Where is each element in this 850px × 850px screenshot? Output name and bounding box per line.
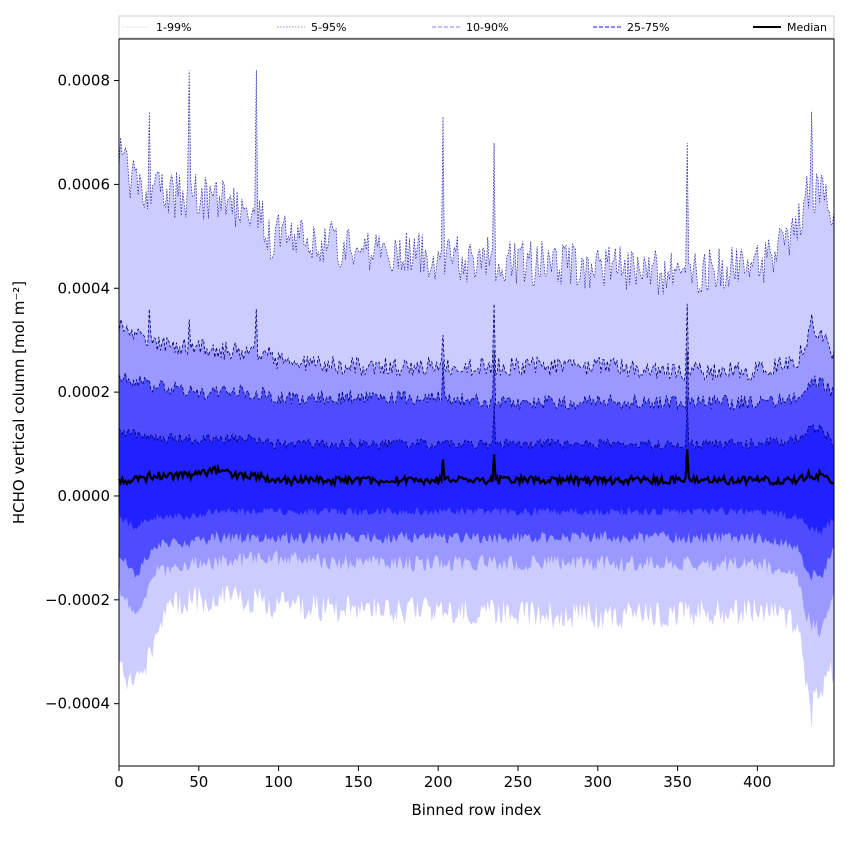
x-tick-label: 50 <box>189 773 208 791</box>
y-tick-label: 0.0004 <box>58 279 111 297</box>
line-p90 <box>118 350 835 412</box>
legend-label: 1-99% <box>156 21 191 34</box>
y-tick-label: −0.0002 <box>45 591 110 609</box>
x-axis-label: Binned row index <box>411 801 541 819</box>
percentile-lines <box>117 70 835 489</box>
legend: 1-99% 5-95% 10-90% 25-75% Median <box>118 15 835 39</box>
x-tick-label: 300 <box>583 773 612 791</box>
line-p95 <box>118 303 835 382</box>
line-median <box>117 449 835 489</box>
x-tick-label: 100 <box>264 773 293 791</box>
x-tick-label: 150 <box>344 773 373 791</box>
legend-entry: 5-95% <box>277 21 346 34</box>
legend-label: 25-75% <box>627 21 669 34</box>
y-tick-label: 0.0008 <box>58 72 111 90</box>
x-tick-label: 200 <box>424 773 453 791</box>
legend-label: 10-90% <box>466 21 508 34</box>
percentile-bands <box>119 70 834 730</box>
x-axis-ticks: 0 50 100 150 200 250 300 350 400 <box>114 766 772 791</box>
x-tick-label: 0 <box>114 773 124 791</box>
legend-entry: 1-99% <box>122 21 191 34</box>
legend-entry: Median <box>753 21 827 34</box>
x-tick-label: 400 <box>743 773 772 791</box>
y-axis-ticks: −0.0004 −0.0002 0.0000 0.0002 0.0004 0.0006 0.… <box>45 72 119 713</box>
y-tick-label: 0.0002 <box>58 383 111 401</box>
y-axis-label: HCHO vertical column [mol m⁻²] <box>10 281 28 524</box>
x-tick-label: 350 <box>663 773 692 791</box>
y-tick-label: 0.0000 <box>58 487 111 505</box>
legend-entry: 10-90% <box>432 21 508 34</box>
legend-label: 5-95% <box>311 21 346 34</box>
legend-label: Median <box>787 21 827 34</box>
line-p99 <box>118 70 835 295</box>
legend-box <box>118 15 835 39</box>
plot-frame <box>118 38 835 767</box>
x-tick-label: 250 <box>504 773 533 791</box>
band-25-75 <box>119 397 834 536</box>
y-tick-label: −0.0004 <box>45 695 110 713</box>
legend-entry: 25-75% <box>593 21 669 34</box>
line-p75 <box>118 397 835 451</box>
y-tick-label: 0.0006 <box>58 175 111 193</box>
